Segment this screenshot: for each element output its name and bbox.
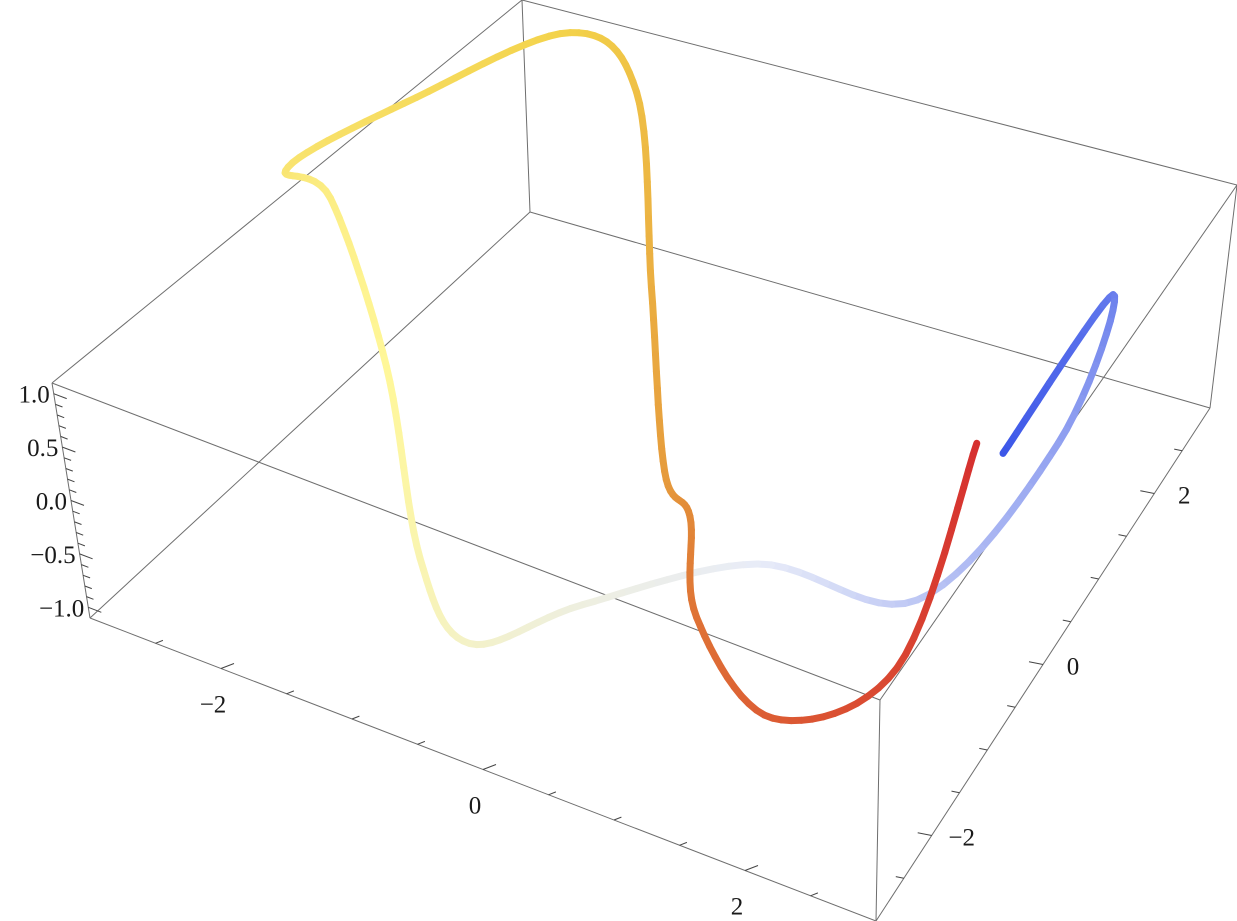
- z-axis-tick: [57, 414, 65, 419]
- z-axis-tick: [70, 500, 85, 506]
- z-axis-tick: [84, 585, 92, 590]
- z-axis-tick: [86, 596, 94, 600]
- curve-segment: [926, 571, 941, 602]
- y-axis-tick: [1140, 490, 1155, 494]
- y-axis-tick: [1028, 661, 1044, 665]
- y-axis-tick: [1062, 619, 1071, 623]
- axis-ticks: −2 0 2 −2 0 2 −1.0 −0.5 0.0 0.5 1.0: [18, 382, 1190, 921]
- x-axis-tick: [810, 892, 819, 897]
- box-edge-back-top-left: [51, 0, 523, 384]
- x-axis-tick: [482, 764, 497, 770]
- x-axis-tick: [744, 865, 759, 871]
- z-tick-label: 1.0: [18, 382, 49, 409]
- z-axis-tick: [63, 457, 72, 461]
- space-curve: [281, 29, 1119, 725]
- x-axis-tick: [417, 740, 426, 745]
- x-axis-tick: [351, 715, 360, 720]
- x-tick-label: 2: [731, 894, 744, 921]
- y-axis-tick: [917, 832, 932, 836]
- z-axis-tick: [81, 564, 89, 568]
- z-axis-tick: [72, 510, 80, 515]
- curve-segment: [954, 484, 968, 512]
- y-axis-tick: [979, 747, 988, 751]
- z-axis-tick: [76, 532, 84, 536]
- y-axis-tick: [951, 790, 960, 794]
- z-axis-tick: [74, 521, 82, 525]
- z-axis-tick: [82, 574, 91, 579]
- curve-segment: [969, 439, 981, 459]
- x-axis-tick: [220, 663, 235, 669]
- y-axis-tick: [895, 876, 904, 879]
- x-axis-tick: [679, 841, 688, 846]
- y-tick-label: 2: [1178, 483, 1191, 510]
- x-axis-tick: [155, 639, 164, 644]
- box-edge-back-bottom-left: [89, 211, 531, 619]
- z-axis-tick: [77, 542, 86, 547]
- z-axis-tick: [79, 553, 93, 560]
- z-tick-label: −1.0: [39, 595, 84, 622]
- curve-segment: [941, 526, 955, 556]
- z-axis-tick: [53, 393, 67, 400]
- z-tick-label: −0.5: [30, 542, 75, 569]
- y-axis-tick: [1118, 534, 1127, 537]
- z-axis-tick: [60, 435, 68, 440]
- z-axis-tick: [69, 489, 77, 493]
- y-tick-label: 0: [1067, 654, 1080, 681]
- box-edge-back-vertical-left: [521, 0, 531, 213]
- box-edge-front-vertical-right: [875, 699, 881, 921]
- z-axis-tick: [67, 478, 75, 483]
- curve-segment: [934, 548, 949, 579]
- box-edge-back-top: [521, 0, 1237, 186]
- curve-segment: [1058, 343, 1077, 369]
- y-axis-tick: [1007, 705, 1016, 708]
- curve-segment: [918, 594, 934, 623]
- box-edge-front-top: [51, 382, 881, 701]
- x-tick-label: −2: [200, 692, 227, 719]
- z-axis-tick: [55, 403, 63, 408]
- curve-segment: [1034, 379, 1053, 405]
- z-axis-tick: [62, 446, 76, 453]
- y-axis-tick: [1090, 576, 1099, 580]
- z-tick-label: 0.5: [27, 435, 58, 462]
- x-axis-tick: [286, 690, 295, 695]
- curve-segment: [1045, 361, 1065, 387]
- x-axis-tick: [548, 791, 557, 796]
- z-tick-label: 0.0: [36, 489, 67, 516]
- curve-segment: [948, 504, 962, 534]
- x-tick-label: 0: [469, 793, 482, 820]
- x-axis-tick: [613, 816, 622, 821]
- box-edge-back-vertical-right: [1209, 184, 1237, 409]
- y-axis-tick: [1174, 448, 1183, 452]
- box-edge-back-bottom: [529, 211, 1211, 409]
- z-axis-tick: [88, 606, 102, 613]
- z-axis-tick: [65, 468, 73, 472]
- y-tick-label: −2: [948, 825, 975, 852]
- z-axis-tick: [58, 425, 67, 429]
